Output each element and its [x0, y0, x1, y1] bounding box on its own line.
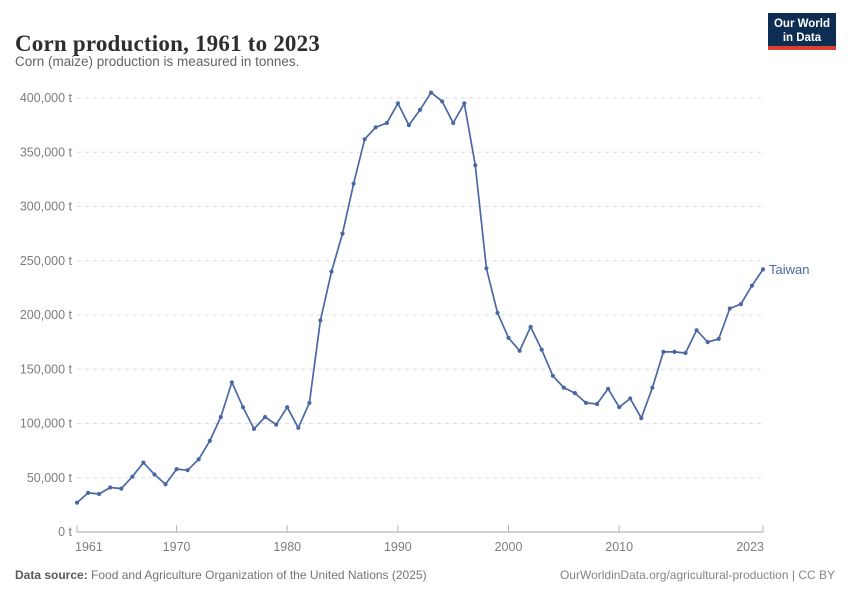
data-point[interactable] [727, 306, 732, 311]
data-point[interactable] [185, 468, 190, 473]
data-point[interactable] [473, 163, 478, 168]
data-point[interactable] [406, 123, 411, 128]
footer-separator: | [788, 568, 799, 582]
x-tick-label: 2000 [495, 540, 523, 554]
x-tick-label: 1961 [75, 540, 103, 554]
data-point[interactable] [251, 426, 257, 431]
footer-license: CC BY [798, 568, 835, 582]
y-tick-label: 300,000 t [20, 200, 73, 214]
data-point[interactable] [307, 400, 312, 405]
data-point[interactable] [594, 401, 600, 407]
owid-logo-text: Our World in Data [773, 17, 830, 44]
x-tick-label: 2023 [736, 540, 764, 554]
data-point[interactable] [263, 414, 268, 420]
data-point[interactable] [340, 231, 345, 236]
data-point[interactable] [351, 181, 356, 186]
data-point[interactable] [738, 302, 744, 307]
data-point[interactable] [528, 324, 533, 329]
y-tick-label: 400,000 t [20, 91, 73, 105]
data-point[interactable] [429, 90, 434, 95]
chart-footer: Data source: Food and Agriculture Organi… [15, 568, 835, 582]
data-point[interactable] [318, 318, 323, 323]
x-tick-label: 2010 [605, 540, 633, 554]
data-point[interactable] [716, 336, 721, 341]
data-point[interactable] [672, 349, 677, 354]
data-point[interactable] [196, 457, 201, 462]
footer-url-link[interactable]: OurWorldinData.org/agricultural-producti… [559, 568, 789, 582]
data-point[interactable] [484, 266, 489, 271]
data-point[interactable] [207, 438, 212, 443]
data-point[interactable] [240, 405, 246, 410]
data-point[interactable] [329, 269, 334, 274]
x-tick-label: 1970 [163, 540, 191, 554]
data-point[interactable] [561, 385, 566, 390]
data-point[interactable] [550, 373, 555, 378]
chart-subtitle: Corn (maize) production is measured in t… [15, 54, 300, 69]
y-tick-label: 150,000 t [20, 362, 73, 376]
x-tick-label: 1980 [273, 540, 301, 554]
data-point[interactable] [639, 416, 644, 421]
data-point[interactable] [417, 107, 423, 112]
data-point[interactable] [705, 340, 710, 345]
data-point[interactable] [572, 391, 578, 396]
data-point[interactable] [296, 425, 301, 430]
y-tick-label: 350,000 t [20, 145, 73, 159]
chart-svg: 0 t 50,000 t 100,000 t 150,000 t 200,000 t 25… [20, 90, 809, 554]
data-source-text: Food and Agriculture Organization of the… [91, 568, 427, 582]
data-point[interactable] [141, 460, 146, 465]
data-point[interactable] [495, 310, 500, 315]
data-point[interactable] [119, 486, 124, 491]
data-point[interactable] [74, 500, 80, 505]
data-point[interactable] [583, 400, 589, 405]
data-point[interactable] [694, 328, 699, 333]
data-point[interactable] [749, 283, 755, 288]
y-tick-label: 200,000 t [20, 308, 73, 322]
data-point[interactable] [97, 491, 102, 497]
data-point[interactable] [152, 472, 157, 477]
data-point[interactable] [760, 267, 766, 272]
data-point[interactable] [384, 120, 389, 126]
data-point[interactable] [506, 335, 511, 340]
data-point[interactable] [606, 386, 611, 391]
data-point[interactable] [229, 380, 234, 385]
x-tick-label: 1990 [384, 540, 412, 554]
y-tick-label: 50,000 t [27, 471, 73, 485]
data-point[interactable] [362, 137, 367, 142]
series-label[interactable]: Taiwan [769, 262, 809, 277]
data-point[interactable] [462, 101, 467, 106]
y-tick-label: 250,000 t [20, 254, 73, 268]
data-point[interactable] [86, 490, 91, 495]
data-point[interactable] [539, 347, 544, 352]
owid-logo[interactable]: Our World in Data [768, 13, 836, 50]
data-point[interactable] [163, 482, 168, 487]
data-point[interactable] [395, 101, 400, 106]
data-point[interactable] [628, 396, 633, 401]
chart-title: Corn production, 1961 to 2023 [15, 31, 321, 57]
data-point[interactable] [130, 474, 135, 479]
footer-citation: OurWorldinData.org/agricultural-producti… [560, 568, 835, 582]
data-point[interactable] [683, 350, 688, 356]
data-point[interactable] [218, 414, 223, 420]
data-point[interactable] [650, 385, 655, 390]
data-point[interactable] [617, 405, 622, 410]
data-point[interactable] [451, 120, 456, 126]
data-source-note: Data source: Food and Agriculture Organi… [15, 568, 427, 582]
data-point[interactable] [285, 405, 290, 410]
data-point[interactable] [174, 467, 179, 472]
y-tick-label: 0 t [58, 525, 72, 539]
data-point[interactable] [274, 422, 279, 427]
data-point[interactable] [440, 99, 445, 104]
data-point[interactable] [661, 349, 666, 354]
y-tick-label: 100,000 t [20, 417, 73, 431]
data-point[interactable] [517, 348, 522, 353]
owid-logo-accent-bar [768, 46, 836, 50]
series-line-taiwan[interactable] [76, 91, 764, 504]
data-point[interactable] [373, 125, 378, 130]
data-source-label: Data source: [15, 568, 88, 582]
data-point[interactable] [108, 485, 113, 490]
